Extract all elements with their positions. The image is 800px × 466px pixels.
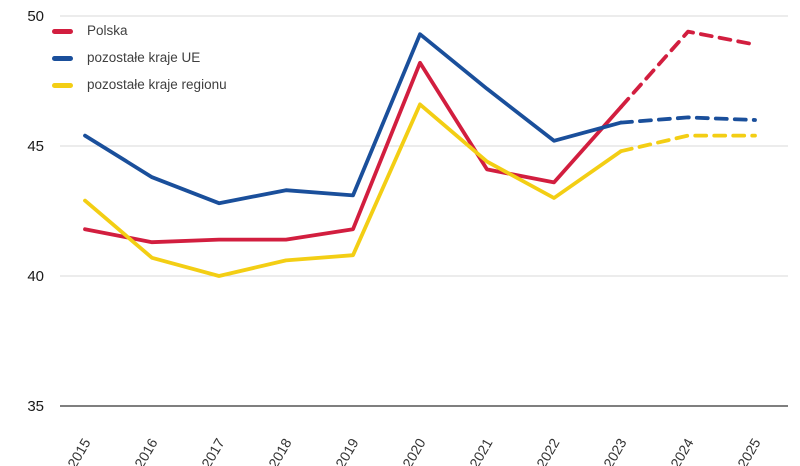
legend-item-polska: Polska	[52, 22, 227, 40]
series-line-pozosta-e-kraje-regionu	[83, 102, 623, 278]
x-tick-label: 2017	[198, 435, 228, 466]
x-tick-label: 2023	[600, 435, 630, 466]
y-tick-label: 50	[27, 8, 44, 25]
series-line-pozosta-e-kraje-ue-forecast	[619, 115, 757, 125]
y-tick-label: 40	[27, 268, 44, 285]
x-tick-label: 2020	[399, 435, 429, 466]
y-tick-label: 35	[27, 398, 44, 415]
x-tick-label: 2016	[131, 435, 161, 466]
legend-swatch-pozostale-kraje-regionu	[52, 82, 73, 88]
y-tick-label: 45	[27, 138, 44, 155]
legend-item-pozostale-kraje-regionu: pozostałe kraje regionu	[52, 76, 227, 94]
chart-legend: Polska pozostałe kraje UE pozostałe kraj…	[52, 22, 227, 94]
series-line-polska-forecast	[619, 29, 757, 109]
x-tick-label: 2019	[332, 435, 362, 466]
series-line-pozosta-e-kraje-regionu-forecast	[619, 133, 757, 154]
x-tick-label: 2024	[667, 435, 697, 466]
x-tick-label: 2022	[533, 435, 563, 466]
series-line-polska	[83, 60, 623, 245]
legend-swatch-polska	[52, 28, 73, 34]
legend-swatch-pozostale-kraje-ue	[52, 55, 73, 61]
x-tick-label: 2018	[265, 435, 295, 466]
x-tick-label: 2025	[734, 435, 764, 466]
x-tick-label: 2021	[466, 435, 496, 466]
legend-label: Polska	[87, 23, 128, 39]
series-line-pozosta-e-kraje-ue	[83, 32, 623, 206]
x-tick-label: 2015	[64, 435, 94, 466]
legend-label: pozostałe kraje UE	[87, 50, 201, 66]
legend-item-pozostale-kraje-ue: pozostałe kraje UE	[52, 49, 227, 67]
legend-label: pozostałe kraje regionu	[87, 77, 227, 93]
